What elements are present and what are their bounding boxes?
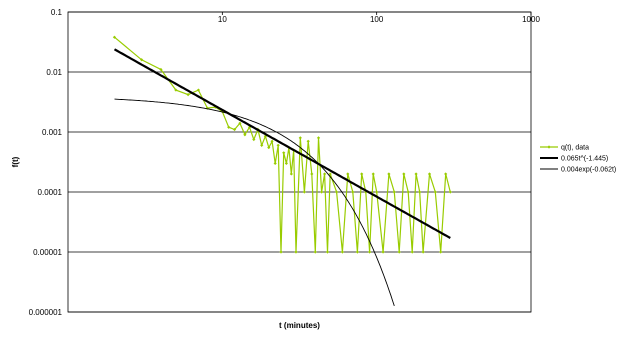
y-tick-label: 0.1 [51,8,63,17]
data-point [360,172,364,176]
legend-marker [547,145,551,149]
data-point [289,172,293,176]
legend: q(t), data 0.065t^(-1.445) 0.004exp(-0.062… [540,145,616,174]
x-axis-label: t (minutes) [279,321,320,330]
legend-label: q(t), data [561,145,589,152]
data-point [316,136,321,140]
data-point [273,161,277,165]
data-point [227,125,231,129]
y-tick-label: 0.0001 [38,188,63,197]
data-point [260,143,264,147]
y-tick-label: 0.00001 [33,248,62,257]
data-point [392,190,396,194]
data-point [421,250,425,254]
data-point [397,250,401,254]
legend-item: 0.065t^(-1.445) [540,156,608,163]
fit-line [113,48,451,239]
data-point [340,250,345,254]
data-point [351,190,355,194]
series-layer [112,35,452,307]
x-tick-label: 100 [370,15,384,24]
data-point [323,172,327,176]
data-point [238,121,242,125]
data-point [375,190,379,194]
data-point [282,151,286,155]
data-point [364,190,368,194]
data-point [439,250,443,254]
x-tick-label: 1000 [522,15,540,24]
data-point [427,172,432,176]
data-point [267,145,271,150]
data-point [334,190,339,194]
data-point [371,172,375,176]
data-point [448,190,452,194]
data-point [381,250,385,254]
data-point [313,250,317,254]
fit-line [114,98,395,307]
x-tick-label: 10 [218,15,227,24]
data-point [418,190,422,194]
data-point [243,133,247,137]
data-point [196,88,201,92]
y-tick-label: 0.001 [42,128,63,137]
data-point [186,93,190,97]
data-point [284,161,288,165]
data-point [252,137,256,142]
y-tick-label: 0.01 [46,68,62,77]
plot-area-border [67,11,532,313]
series-3 [114,98,395,307]
data-point [444,172,448,176]
data-point [310,172,314,176]
data-point [410,250,414,254]
data-series-line [114,36,451,253]
data-point [159,67,163,72]
data-point [270,139,274,143]
data-point [294,250,298,254]
data-point [174,88,178,92]
data-point [328,172,332,176]
data-point [306,139,310,143]
series-2 [113,48,451,239]
data-point [433,190,437,194]
data-point [325,250,330,254]
data-point [140,58,144,62]
data-point [320,190,324,194]
data-point [232,127,237,132]
data-point [406,190,410,194]
data-point [355,250,359,254]
legend-label: 0.065t^(-1.445) [561,156,608,163]
legend-label: 0.004exp(-0.062t) [561,167,616,174]
data-point [368,250,372,254]
y-axis-ticks: 0.1 0.01 0.001 0.0001 0.00001 0.000001 [29,8,63,317]
x-axis-ticks: 10 100 1000 [218,12,540,24]
y-axis-label: f(t) [11,156,20,167]
data-point [112,35,117,39]
legend-item: q(t), data [540,145,589,152]
data-point [346,172,350,176]
data-point [387,172,391,176]
data-point [414,172,418,176]
data-point [402,172,406,176]
data-point [276,143,280,147]
data-point [298,136,302,140]
data-point [302,190,306,194]
legend-item: 0.004exp(-0.062t) [540,167,616,174]
y-tick-label: 0.000001 [29,308,63,317]
data-point [279,250,283,254]
